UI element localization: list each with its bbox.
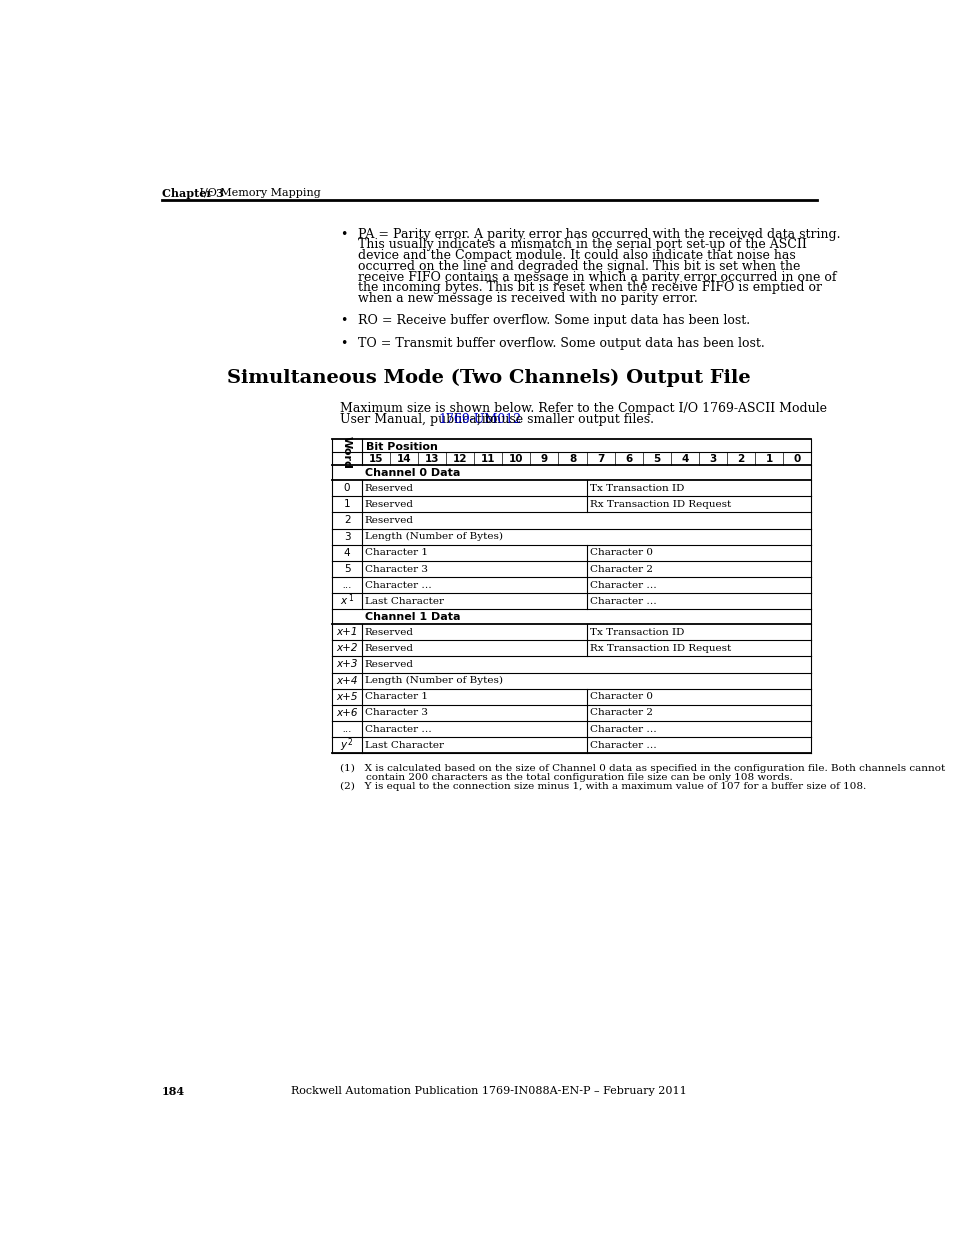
Text: Character …: Character … xyxy=(589,741,656,750)
Text: 1: 1 xyxy=(764,454,772,464)
Text: occurred on the line and degraded the signal. This bit is set when the: occurred on the line and degraded the si… xyxy=(357,259,800,273)
Text: x+5: x+5 xyxy=(336,692,357,701)
Text: (2)   Y is equal to the connection size minus 1, with a maximum value of 107 for: (2) Y is equal to the connection size mi… xyxy=(340,782,865,792)
Text: RO = Receive buffer overflow. Some input data has been lost.: RO = Receive buffer overflow. Some input… xyxy=(357,314,749,327)
Text: Tx Transaction ID: Tx Transaction ID xyxy=(589,484,683,493)
Text: 1: 1 xyxy=(348,594,353,603)
Text: 14: 14 xyxy=(396,454,411,464)
Text: 2: 2 xyxy=(343,515,350,526)
Text: 4: 4 xyxy=(343,548,350,558)
Text: Channel 0 Data: Channel 0 Data xyxy=(365,468,459,478)
Text: 10: 10 xyxy=(509,454,523,464)
Text: y: y xyxy=(340,740,346,751)
Text: Reserved: Reserved xyxy=(365,516,414,525)
Text: Maximum size is shown below. Refer to the Compact I/O 1769-ASCII Module: Maximum size is shown below. Refer to th… xyxy=(340,401,826,415)
Text: Character 3: Character 3 xyxy=(365,564,428,573)
Text: 0: 0 xyxy=(793,454,801,464)
Text: Character 3: Character 3 xyxy=(365,709,428,718)
Text: Character …: Character … xyxy=(365,580,431,589)
Text: 2: 2 xyxy=(348,737,353,747)
Text: User Manual, publication: User Manual, publication xyxy=(340,412,505,426)
Text: 184: 184 xyxy=(162,1086,185,1097)
Text: x: x xyxy=(340,597,346,606)
Text: Reserved: Reserved xyxy=(365,500,414,509)
Text: 5: 5 xyxy=(653,454,659,464)
Text: •: • xyxy=(340,337,347,350)
Text: Word: Word xyxy=(342,436,352,469)
Text: 2: 2 xyxy=(737,454,744,464)
Text: 6: 6 xyxy=(624,454,632,464)
Text: 15: 15 xyxy=(368,454,383,464)
Text: Reserved: Reserved xyxy=(365,659,414,669)
Text: Character 1: Character 1 xyxy=(365,548,428,557)
Text: Character …: Character … xyxy=(589,580,656,589)
Text: x+6: x+6 xyxy=(336,708,357,718)
Text: x+3: x+3 xyxy=(336,659,357,669)
Text: , to use smaller output files.: , to use smaller output files. xyxy=(476,412,654,426)
Text: 0: 0 xyxy=(343,483,350,493)
Text: Character 2: Character 2 xyxy=(589,709,652,718)
Text: the incoming bytes. This bit is reset when the receive FIFO is emptied or: the incoming bytes. This bit is reset wh… xyxy=(357,282,821,294)
Text: Chapter 3: Chapter 3 xyxy=(162,188,224,199)
Text: Rx Transaction ID Request: Rx Transaction ID Request xyxy=(589,643,730,653)
Text: Character 0: Character 0 xyxy=(589,693,652,701)
Text: 3: 3 xyxy=(343,531,350,542)
Text: TO = Transmit buffer overflow. Some output data has been lost.: TO = Transmit buffer overflow. Some outp… xyxy=(357,337,764,350)
Text: 1: 1 xyxy=(343,499,350,509)
Text: 8: 8 xyxy=(568,454,576,464)
Text: Reserved: Reserved xyxy=(365,627,414,637)
Text: Rockwell Automation Publication 1769-IN088A-EN-P – February 2011: Rockwell Automation Publication 1769-IN0… xyxy=(291,1086,686,1095)
Text: Last Character: Last Character xyxy=(365,741,443,750)
Text: Rx Transaction ID Request: Rx Transaction ID Request xyxy=(589,500,730,509)
Text: 7: 7 xyxy=(597,454,603,464)
Text: Reserved: Reserved xyxy=(365,643,414,653)
Text: 5: 5 xyxy=(343,564,350,574)
Text: 13: 13 xyxy=(424,454,438,464)
Text: (1)   X is calculated based on the size of Channel 0 data as specified in the co: (1) X is calculated based on the size of… xyxy=(340,763,944,773)
Text: Reserved: Reserved xyxy=(365,484,414,493)
Text: Length (Number of Bytes): Length (Number of Bytes) xyxy=(365,532,502,541)
Text: x+2: x+2 xyxy=(336,643,357,653)
Text: Bit Position: Bit Position xyxy=(365,442,437,452)
Text: ...: ... xyxy=(342,580,352,590)
Text: 12: 12 xyxy=(453,454,467,464)
Text: I/O Memory Mapping: I/O Memory Mapping xyxy=(195,188,320,199)
Text: Character …: Character … xyxy=(365,725,431,734)
Text: 11: 11 xyxy=(480,454,495,464)
Text: 3: 3 xyxy=(709,454,716,464)
Text: PA = Parity error. A parity error has occurred with the received data string.: PA = Parity error. A parity error has oc… xyxy=(357,227,840,241)
Text: Character …: Character … xyxy=(589,725,656,734)
Text: when a new message is received with no parity error.: when a new message is received with no p… xyxy=(357,293,697,305)
Text: Channel 1 Data: Channel 1 Data xyxy=(365,611,460,621)
Text: Character 0: Character 0 xyxy=(589,548,652,557)
Text: Length (Number of Bytes): Length (Number of Bytes) xyxy=(365,676,502,685)
Text: x+1: x+1 xyxy=(336,627,357,637)
Text: •: • xyxy=(340,314,347,327)
Text: 4: 4 xyxy=(680,454,688,464)
Text: contain 200 characters as the total configuration file size can be only 108 word: contain 200 characters as the total conf… xyxy=(340,773,792,782)
Text: Simultaneous Mode (Two Channels) Output File: Simultaneous Mode (Two Channels) Output … xyxy=(227,369,750,388)
Text: 1769-UM012: 1769-UM012 xyxy=(437,412,520,426)
Text: 9: 9 xyxy=(540,454,547,464)
Text: Tx Transaction ID: Tx Transaction ID xyxy=(589,627,683,637)
Text: This usually indicates a mismatch in the serial port set-up of the ASCII: This usually indicates a mismatch in the… xyxy=(357,238,806,251)
Text: device and the Compact module. It could also indicate that noise has: device and the Compact module. It could … xyxy=(357,249,795,262)
Text: Character 2: Character 2 xyxy=(589,564,652,573)
Text: ...: ... xyxy=(342,724,352,734)
Text: Last Character: Last Character xyxy=(365,597,443,606)
Text: Character …: Character … xyxy=(589,597,656,606)
Text: receive FIFO contains a message in which a parity error occurred in one of: receive FIFO contains a message in which… xyxy=(357,270,836,284)
Text: Character 1: Character 1 xyxy=(365,693,428,701)
Text: x+4: x+4 xyxy=(336,676,357,685)
Text: •: • xyxy=(340,227,347,241)
